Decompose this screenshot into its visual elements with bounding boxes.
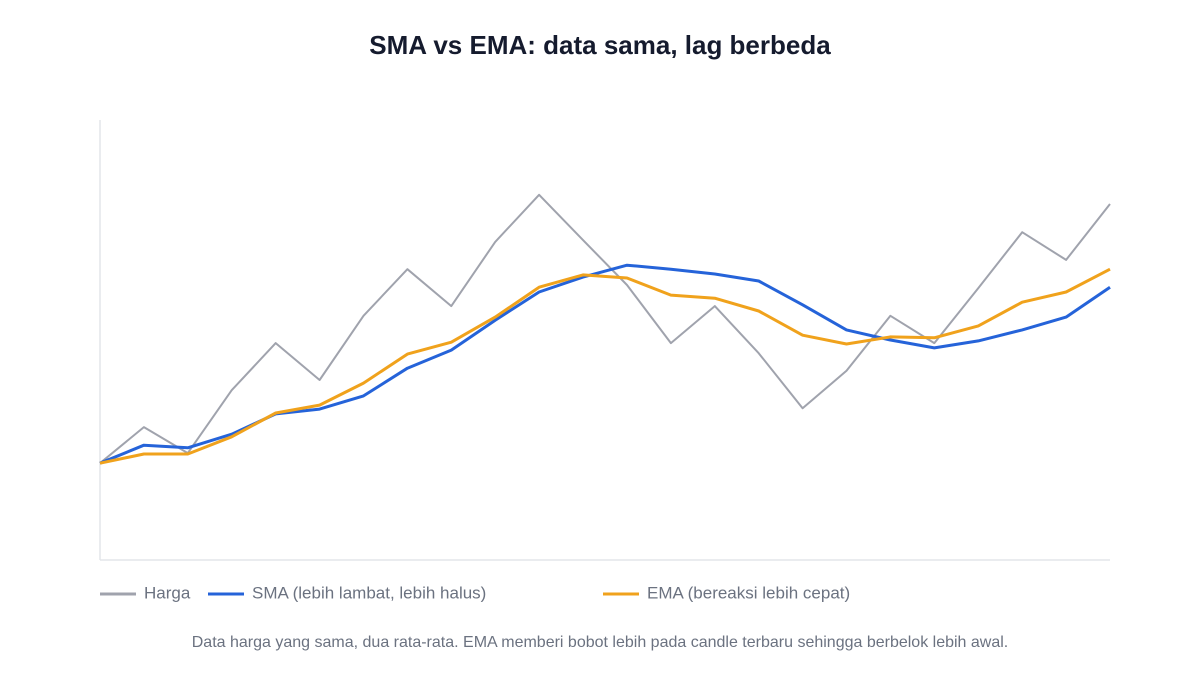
series-line	[99, 267, 1111, 465]
chart-title: SMA vs EMA: data sama, lag berbeda	[369, 30, 831, 60]
legend-label: Harga	[144, 583, 191, 602]
legend-label: EMA (bereaksi lebih cepat)	[647, 583, 850, 602]
series-line	[99, 193, 1111, 464]
legend-label: SMA (lebih lambat, lebih halus)	[252, 583, 486, 602]
series-line	[99, 263, 1111, 465]
chart-note: Data harga yang sama, dua rata-rata. EMA…	[192, 634, 1009, 651]
